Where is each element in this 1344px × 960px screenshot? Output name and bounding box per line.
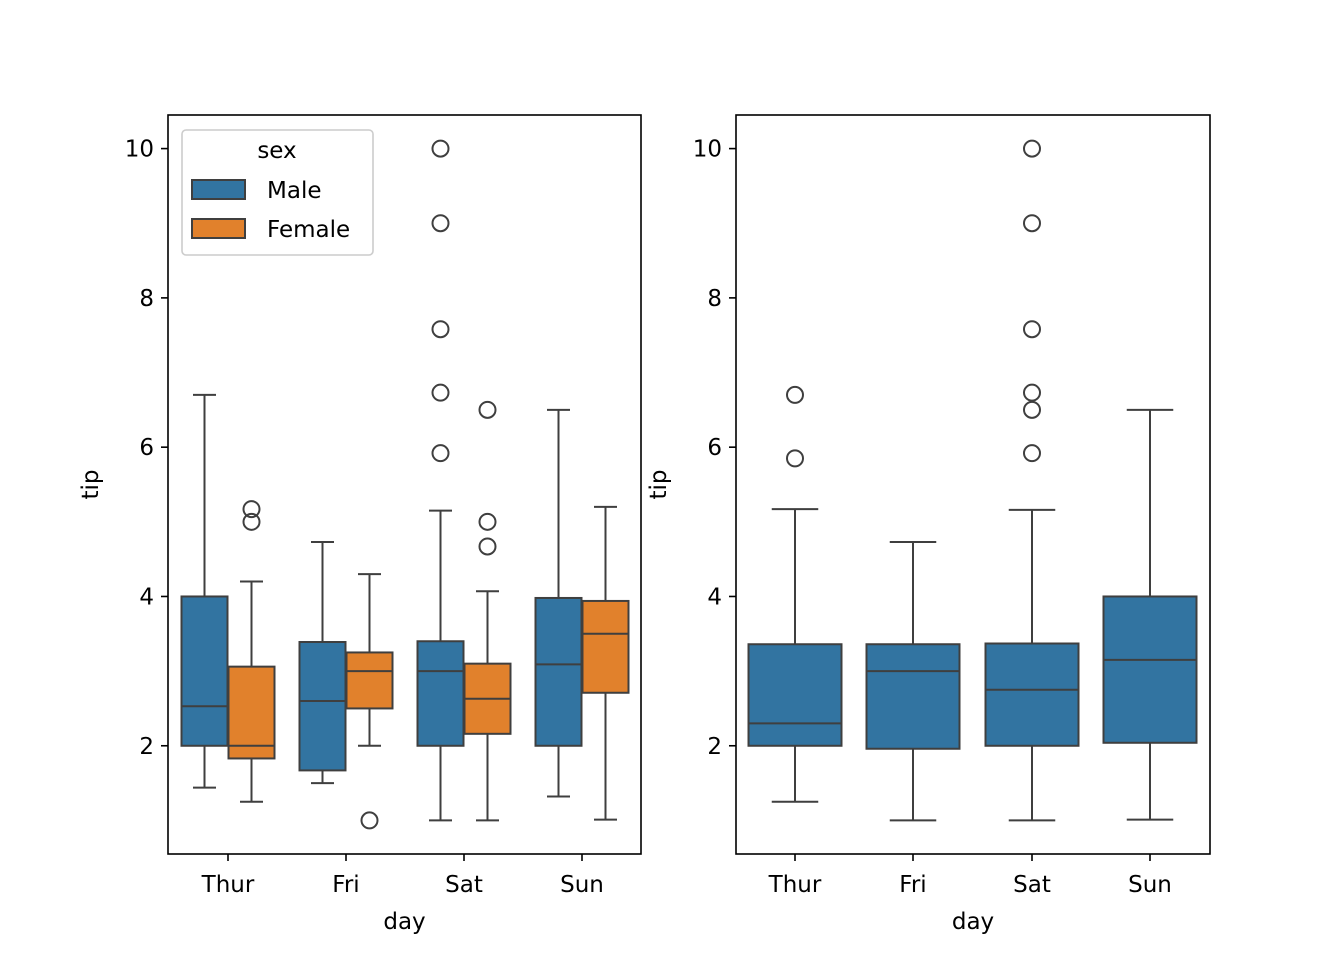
x-tick-label: Sun — [560, 872, 604, 898]
box-fri — [298, 540, 347, 785]
box-thur — [227, 500, 276, 803]
subplot-1: 2 4 6 8 10 Thur Fri Sat Sun day tip sex Male Female — [78, 114, 642, 935]
outlier-point — [1023, 320, 1041, 339]
box-thur — [180, 393, 229, 789]
box-sun — [1102, 408, 1198, 821]
legend: sex Male Female — [181, 129, 374, 256]
box-thur — [747, 385, 843, 803]
outlier-point — [786, 449, 804, 468]
x-axis-label: day — [952, 909, 994, 935]
outlier-point — [360, 811, 379, 830]
box-iqr — [345, 651, 394, 710]
outlier-point — [1023, 139, 1041, 158]
box-sat — [463, 400, 512, 822]
x-tick-label: Thur — [201, 872, 255, 898]
box-sun — [534, 408, 583, 798]
y-tick-label: 2 — [139, 734, 154, 760]
outlier-point — [1023, 383, 1041, 402]
box-iqr — [534, 596, 583, 747]
outlier-point — [1023, 444, 1041, 463]
series-female — [227, 400, 630, 830]
y-tick-label: 8 — [707, 286, 722, 312]
y-axis-label: tip — [646, 469, 672, 499]
box-sun — [581, 505, 630, 821]
box-iqr — [865, 643, 961, 750]
legend-title: sex — [257, 138, 296, 164]
box-sat — [416, 139, 465, 822]
outlier-point — [431, 383, 450, 402]
y-tick-label: 6 — [139, 435, 154, 461]
outlier-point — [1023, 400, 1041, 419]
series-tip — [747, 139, 1198, 822]
series-male — [180, 139, 583, 822]
y-tick-label: 4 — [139, 584, 154, 610]
box-iqr — [1102, 595, 1198, 744]
y-tick-label: 8 — [139, 286, 154, 312]
y-tick-label: 4 — [707, 584, 722, 610]
box-iqr — [298, 641, 347, 772]
outlier-point — [242, 512, 261, 531]
outlier-point — [242, 500, 261, 519]
box-fri — [865, 540, 961, 822]
outlier-point — [478, 400, 497, 419]
axes-frame — [167, 114, 642, 855]
outlier-point — [478, 512, 497, 531]
outlier-point — [431, 444, 450, 463]
x-tick-label: Sun — [1128, 872, 1172, 898]
y-tick-label: 10 — [693, 137, 722, 163]
y-tick-label: 2 — [707, 734, 722, 760]
x-tick-label: Sat — [1013, 872, 1051, 898]
box-iqr — [180, 595, 229, 747]
box-iqr — [581, 599, 630, 694]
outlier-point — [431, 214, 450, 233]
x-tick-label: Fri — [899, 872, 926, 898]
y-tick-label: 10 — [125, 137, 154, 163]
legend-label-male: Male — [267, 178, 321, 204]
outlier-point — [431, 320, 450, 339]
outlier-point — [478, 537, 497, 556]
x-tick-label: Fri — [332, 872, 359, 898]
box-iqr — [747, 643, 843, 747]
y-axis-label: tip — [78, 469, 104, 499]
axes-frame — [735, 114, 1211, 855]
x-tick-label: Sat — [445, 872, 483, 898]
outlier-point — [431, 139, 450, 158]
legend-label-female: Female — [267, 217, 350, 243]
legend-swatch-female — [191, 218, 246, 239]
box-fri — [345, 573, 394, 830]
x-tick-label: Thur — [768, 872, 822, 898]
x-axis-label: day — [383, 909, 425, 935]
box-iqr — [227, 665, 276, 760]
box-sat — [984, 139, 1080, 822]
outlier-point — [1023, 214, 1041, 233]
subplot-2: 2 4 6 8 10 Thur Fri Sat Sun day tip — [646, 114, 1211, 935]
box-iqr — [984, 642, 1080, 747]
box-iqr — [416, 640, 465, 747]
y-tick-label: 6 — [707, 435, 722, 461]
legend-swatch-male — [191, 179, 246, 200]
outlier-point — [786, 385, 804, 404]
